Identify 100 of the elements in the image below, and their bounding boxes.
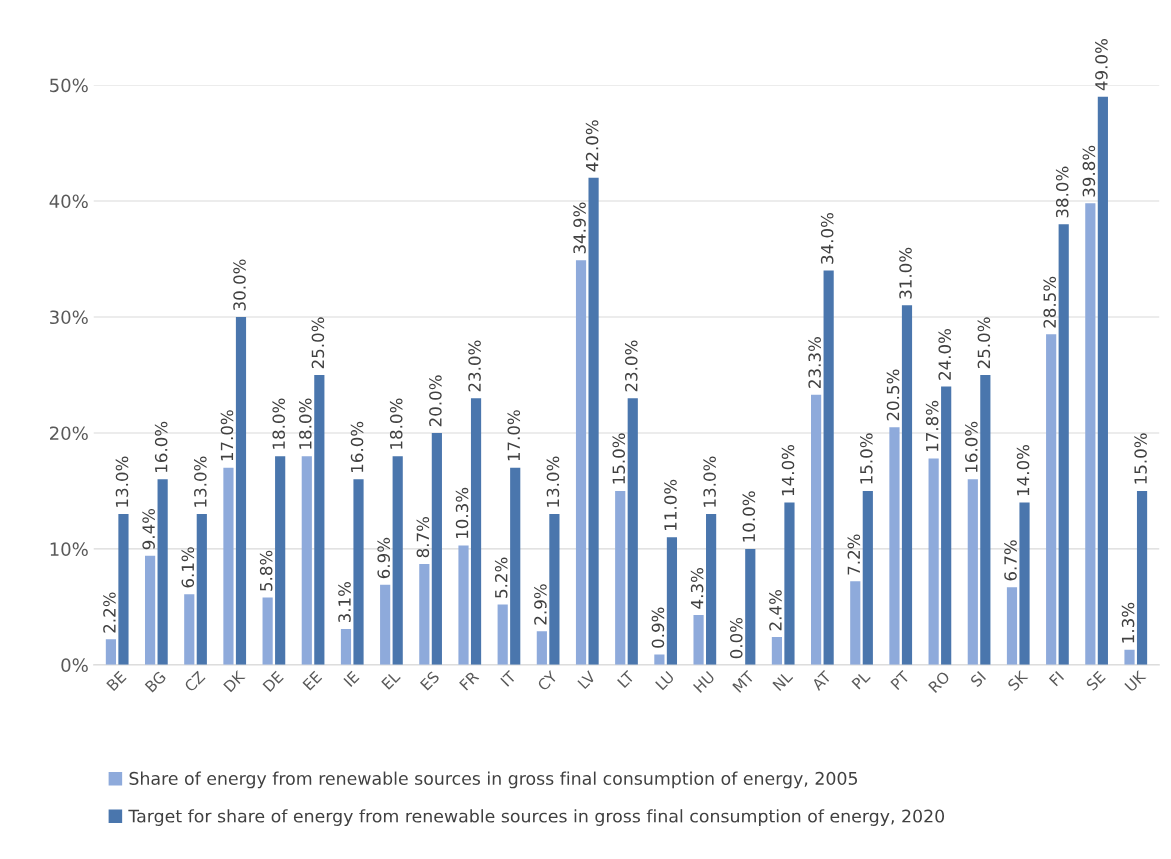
x-tick-label: PL — [851, 670, 871, 690]
x-tick-label: EE — [302, 670, 323, 691]
data-label: 34.9% — [573, 202, 586, 254]
data-label: 24.0% — [938, 328, 951, 380]
bar — [1097, 96, 1108, 665]
data-label: 34.0% — [820, 213, 834, 264]
x-tick-label: LV — [577, 670, 597, 690]
bar — [575, 260, 587, 665]
bar — [706, 514, 717, 665]
data-label: 38.0% — [1055, 166, 1069, 218]
bar — [784, 502, 795, 665]
bar — [157, 479, 168, 665]
y-tick-label: 30% — [50, 310, 88, 325]
data-label: 30.0% — [233, 259, 246, 311]
data-label: 13.0% — [115, 456, 129, 507]
data-label: 23.0% — [624, 340, 638, 392]
x-tick-label: RO — [927, 670, 951, 694]
data-label: 23.0% — [468, 340, 481, 392]
x-tick-label: CZ — [183, 670, 206, 693]
bar — [275, 456, 286, 665]
bar — [901, 305, 913, 665]
data-label: 17.0% — [220, 410, 234, 461]
bar — [967, 479, 978, 665]
data-label: 15.0% — [1134, 433, 1147, 484]
bar — [536, 631, 547, 665]
bar — [745, 548, 756, 665]
data-label: 49.0% — [1095, 39, 1108, 91]
bar — [588, 177, 599, 665]
data-label: 16.0% — [154, 421, 168, 472]
data-label: 11.0% — [664, 479, 677, 530]
data-label: 17.0% — [507, 410, 521, 461]
x-tick-label: SE — [1085, 670, 1106, 692]
bar — [353, 479, 364, 665]
data-label: 31.0% — [899, 247, 912, 299]
bar — [862, 490, 873, 665]
x-tick-label: AT — [810, 670, 832, 691]
bar — [184, 594, 195, 665]
bar — [1124, 649, 1135, 665]
data-label: 15.0% — [612, 433, 626, 484]
y-tick-label: 20% — [50, 426, 88, 441]
bar — [458, 545, 469, 665]
x-tick-label: DE — [262, 670, 284, 693]
data-label: 13.0% — [194, 456, 207, 507]
x-tick-label: SI — [969, 670, 987, 688]
x-tick-label: BG — [144, 670, 167, 693]
bar — [980, 374, 991, 665]
data-label: 18.0% — [272, 398, 285, 449]
data-label: 28.5% — [1043, 276, 1056, 328]
x-tick-label: NL — [772, 670, 794, 691]
x-tick-label: UK — [1124, 669, 1147, 693]
data-label: 23.3% — [808, 337, 821, 388]
bar — [1019, 502, 1030, 665]
x-tick-label: MT — [732, 670, 755, 693]
bar — [549, 514, 560, 665]
data-label: 6.9% — [377, 537, 390, 579]
y-tick-label: 40% — [49, 194, 88, 209]
bar — [118, 514, 129, 665]
x-tick-label: IT — [500, 670, 517, 687]
x-tick-label: ES — [419, 670, 440, 691]
bar — [470, 398, 482, 665]
data-label: 2.9% — [534, 584, 547, 625]
bar — [105, 639, 117, 665]
bar — [1136, 490, 1148, 665]
data-label: 25.0% — [977, 317, 991, 369]
bar — [262, 597, 273, 665]
data-label: 42.0% — [585, 120, 599, 172]
bar — [392, 456, 403, 665]
data-label: 13.0% — [703, 456, 716, 507]
data-label: 17.8% — [925, 400, 939, 452]
x-tick-label: FI — [1048, 671, 1065, 687]
x-tick-label: CY — [536, 669, 559, 692]
data-label: 5.2% — [494, 557, 508, 598]
legend-label: Share of energy from renewable sources in gross final consumption of energy, 2005 — [129, 771, 858, 789]
x-tick-label: DK — [223, 669, 246, 693]
bar — [431, 432, 442, 665]
x-tick-label: LT — [617, 670, 636, 689]
bar — [1058, 224, 1069, 665]
bar — [654, 654, 665, 665]
data-label: 2.4% — [769, 590, 782, 631]
bar — [380, 584, 391, 665]
x-tick-label: IE — [343, 670, 360, 687]
x-tick-label: SK — [1006, 669, 1029, 692]
bar — [941, 386, 952, 665]
bar — [666, 537, 678, 665]
y-tick-label: 50% — [50, 78, 88, 93]
bar — [340, 628, 352, 665]
data-label: 13.0% — [546, 456, 560, 507]
data-label: 6.7% — [1004, 540, 1017, 581]
legend-label: Target for share of energy from renewable sources in gross final consumption of energy, 2020 — [128, 809, 945, 826]
x-tick-label: EL — [381, 670, 401, 690]
data-label: 16.0% — [965, 421, 978, 472]
data-label: 4.3% — [690, 568, 704, 609]
data-label: 25.0% — [311, 317, 325, 369]
bar — [811, 394, 822, 665]
bar — [510, 467, 521, 665]
bar — [928, 458, 939, 665]
y-tick-label: 0% — [61, 658, 88, 672]
data-label: 0.9% — [651, 607, 665, 648]
data-label: 18.0% — [389, 398, 403, 449]
data-label: 1.3% — [1121, 602, 1135, 643]
